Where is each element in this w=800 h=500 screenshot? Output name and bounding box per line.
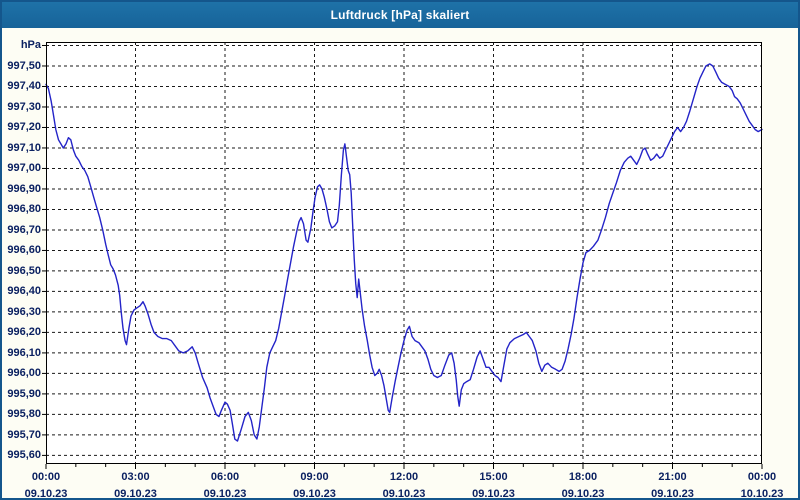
- y-axis-unit-label: hPa: [20, 39, 41, 52]
- y-tick-label: 997,50: [7, 59, 41, 72]
- x-tick-time-label: 00:00: [31, 471, 61, 483]
- x-tick-time-label: 09:00: [300, 471, 329, 483]
- x-tick-date-label: 09.10.23: [203, 488, 247, 500]
- plot-border: [46, 42, 762, 464]
- x-tick-date-label: 09.10.23: [24, 488, 68, 500]
- y-tick-label: 997,40: [7, 80, 41, 93]
- x-tick-time-label: 15:00: [479, 471, 508, 483]
- y-tick-label: 996,10: [7, 346, 41, 359]
- x-tick-date-label: 10.10.23: [740, 488, 784, 500]
- y-tick-label: 996,60: [7, 244, 41, 257]
- x-tick-date-label: 09.10.23: [472, 488, 515, 500]
- y-tick-label: 997,30: [7, 100, 41, 113]
- y-tick-label: 995,90: [7, 387, 41, 400]
- x-tick-time-label: 00:00: [747, 471, 777, 483]
- y-tick-label: 996,00: [7, 367, 41, 380]
- y-tick-label: 996,20: [7, 326, 41, 339]
- window-title: Luftdruck [hPa] skaliert: [330, 8, 470, 22]
- y-tick-label: 996,90: [7, 182, 41, 195]
- x-tick-date-label: 09.10.23: [561, 488, 605, 500]
- x-tick-date-label: 09.10.23: [114, 488, 157, 500]
- y-tick-label: 996,80: [7, 203, 41, 216]
- x-tick-time-label: 03:00: [121, 471, 150, 483]
- y-tick-label: 996,70: [7, 223, 41, 236]
- y-tick-label: 997,20: [7, 121, 41, 134]
- y-tick-label: 995,80: [7, 408, 41, 421]
- x-tick-date-label: 09.10.23: [293, 488, 336, 500]
- x-tick-time-label: 18:00: [568, 471, 598, 483]
- x-tick-time-label: 12:00: [389, 471, 419, 483]
- x-tick-date-label: 09.10.23: [651, 488, 694, 500]
- x-tick-time-label: 06:00: [210, 471, 240, 483]
- y-tick-label: 996,40: [7, 285, 41, 298]
- pressure-line: [45, 63, 763, 442]
- y-tick-label: 996,50: [7, 264, 41, 277]
- y-tick-label: 997,10: [7, 141, 41, 154]
- title-bar[interactable]: Luftdruck [hPa] skaliert: [2, 2, 798, 28]
- plot-area: [42, 42, 763, 469]
- y-tick-label: 995,60: [7, 449, 41, 462]
- y-tick-label: 997,00: [7, 162, 41, 175]
- x-tick-date-label: 09.10.23: [382, 488, 426, 500]
- y-tick-label: 996,30: [7, 305, 41, 318]
- y-tick-label: 995,70: [7, 428, 41, 441]
- x-tick-time-label: 21:00: [658, 471, 687, 483]
